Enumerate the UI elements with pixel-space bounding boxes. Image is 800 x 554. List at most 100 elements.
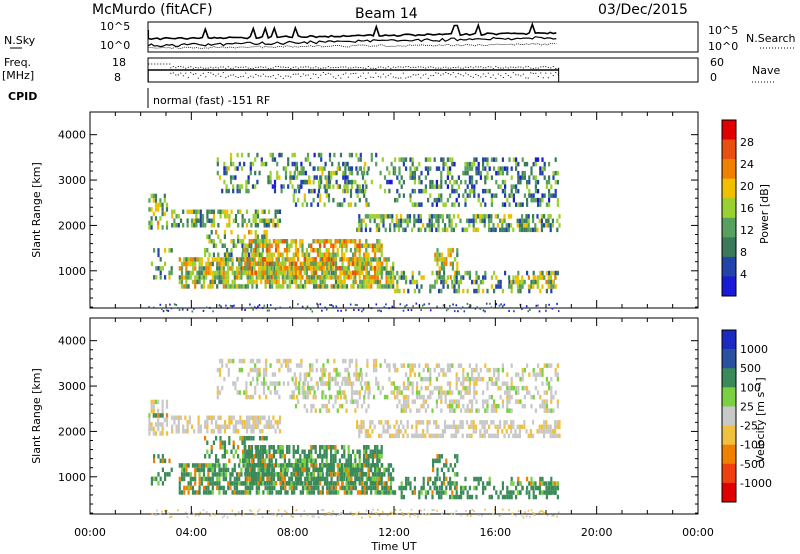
range-cell bbox=[411, 363, 414, 368]
range-cell bbox=[335, 372, 338, 377]
range-cell bbox=[392, 261, 395, 267]
range-cell bbox=[457, 399, 460, 404]
range-cell bbox=[321, 463, 324, 468]
range-cell bbox=[380, 420, 383, 425]
range-cell bbox=[230, 252, 233, 257]
range-cell bbox=[552, 193, 555, 198]
range-cell bbox=[264, 239, 267, 244]
range-cell bbox=[336, 390, 339, 395]
range-cell bbox=[445, 463, 448, 468]
range-cell bbox=[519, 376, 522, 382]
range-cell bbox=[374, 485, 377, 491]
ground-scatter-cell bbox=[309, 308, 312, 311]
range-cell bbox=[238, 367, 241, 373]
nsearch-label: N.Search bbox=[746, 32, 796, 45]
range-cell bbox=[462, 490, 465, 495]
range-cell bbox=[256, 424, 260, 429]
range-cell bbox=[291, 390, 294, 395]
ground-scatter-cell bbox=[151, 512, 154, 515]
range-cell bbox=[523, 193, 526, 198]
range-cell bbox=[321, 403, 324, 409]
range-cell bbox=[371, 275, 374, 280]
range-cell bbox=[337, 372, 340, 377]
range-cell bbox=[305, 463, 308, 468]
range-cell bbox=[451, 261, 454, 267]
range-cell bbox=[460, 279, 463, 285]
range-cell bbox=[355, 363, 358, 368]
range-cell bbox=[338, 385, 342, 391]
range-cell bbox=[460, 408, 463, 413]
range-cell bbox=[499, 166, 502, 171]
range-cell bbox=[504, 270, 507, 276]
nave-dot bbox=[225, 77, 227, 79]
ground-scatter-cell bbox=[407, 512, 410, 515]
range-cell bbox=[468, 161, 471, 167]
range-cell bbox=[508, 385, 511, 391]
range-cell bbox=[266, 243, 269, 248]
range-cell bbox=[239, 239, 242, 244]
range-cell bbox=[254, 218, 257, 223]
nave-dot bbox=[407, 76, 409, 78]
range-cell bbox=[473, 367, 476, 373]
range-cell bbox=[378, 227, 381, 233]
range-cell bbox=[381, 385, 384, 391]
range-cell bbox=[464, 390, 467, 395]
range-cell bbox=[550, 270, 553, 276]
range-cell bbox=[407, 394, 410, 400]
range-cell bbox=[154, 413, 158, 418]
range-cell bbox=[433, 385, 436, 391]
nave-tick-bottom: 0 bbox=[710, 71, 717, 84]
range-cell bbox=[304, 394, 307, 400]
range-cell bbox=[354, 179, 357, 185]
range-cell bbox=[543, 175, 546, 180]
range-cell bbox=[457, 270, 460, 276]
range-cell bbox=[363, 472, 366, 477]
range-cell bbox=[440, 157, 443, 162]
range-cell bbox=[327, 239, 330, 244]
ground-scatter-cell bbox=[303, 509, 306, 512]
range-cell bbox=[301, 490, 305, 495]
range-cell bbox=[549, 490, 552, 495]
range-cell bbox=[526, 270, 529, 276]
range-cell bbox=[510, 408, 513, 413]
range-cell bbox=[270, 420, 273, 425]
range-cell bbox=[284, 166, 288, 171]
ground-scatter-cell bbox=[500, 303, 502, 306]
range-cell bbox=[276, 170, 279, 176]
ground-scatter-cell bbox=[361, 516, 363, 519]
range-cell bbox=[429, 476, 432, 482]
range-cell bbox=[195, 214, 198, 219]
range-cell bbox=[503, 227, 506, 233]
range-cell bbox=[250, 243, 253, 248]
range-cell bbox=[521, 485, 524, 491]
range-cell bbox=[374, 454, 377, 459]
range-cell bbox=[554, 481, 557, 486]
range-cell bbox=[211, 257, 214, 262]
nave-dot bbox=[355, 72, 357, 74]
range-cell bbox=[556, 218, 559, 224]
range-cell bbox=[187, 261, 190, 267]
range-cell bbox=[374, 445, 377, 450]
range-cell bbox=[269, 170, 272, 176]
nave-dot bbox=[215, 75, 217, 77]
range-cell bbox=[422, 476, 425, 482]
range-cell bbox=[159, 270, 162, 276]
range-cell bbox=[246, 257, 249, 262]
range-cell bbox=[367, 275, 370, 280]
nave-dot bbox=[322, 72, 324, 73]
range-cell bbox=[374, 257, 377, 262]
range-cell bbox=[357, 157, 360, 162]
ground-scatter-cell bbox=[185, 511, 187, 514]
range-cell bbox=[523, 424, 526, 430]
ground-scatter-cell bbox=[385, 303, 387, 306]
colorbar-segment bbox=[722, 276, 736, 297]
range-cell bbox=[334, 449, 337, 454]
range-cell bbox=[497, 403, 500, 409]
range-cell bbox=[286, 243, 289, 248]
range-cell bbox=[239, 458, 242, 463]
nave-dot bbox=[447, 67, 449, 69]
range-cell bbox=[327, 193, 331, 198]
ground-scatter-cell bbox=[250, 510, 253, 513]
range-cell bbox=[483, 433, 486, 439]
nave-dot bbox=[315, 66, 317, 68]
